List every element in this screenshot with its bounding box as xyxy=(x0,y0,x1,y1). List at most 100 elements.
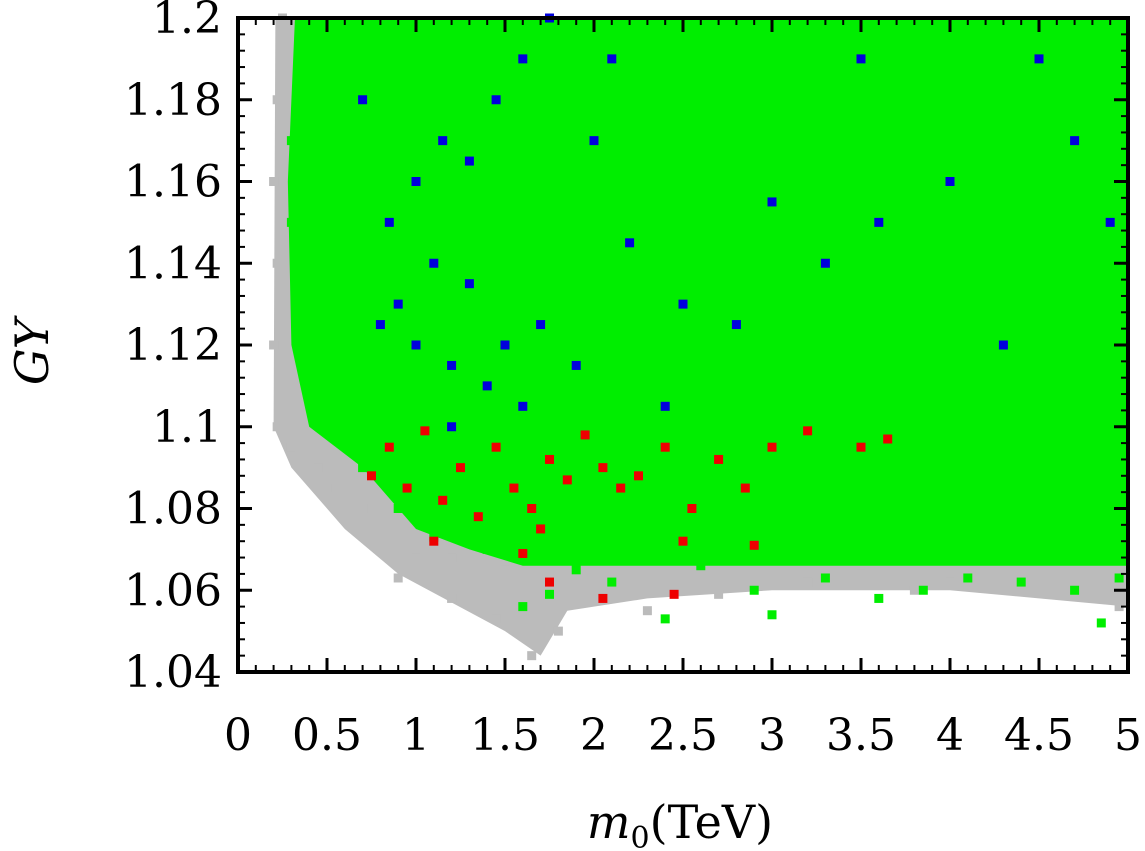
blue-point xyxy=(625,238,635,248)
blue-point xyxy=(411,340,421,350)
y-tick-label: 1.04 xyxy=(124,647,222,698)
x-axis-unit: (TeV) xyxy=(650,795,773,849)
x-tick-label: 2.5 xyxy=(648,710,718,761)
y-axis-title: GY xyxy=(5,314,59,385)
green-point xyxy=(1096,618,1106,628)
y-tick-label: 1.14 xyxy=(124,238,222,289)
red-point xyxy=(660,442,670,452)
blue-point xyxy=(438,136,448,146)
red-point xyxy=(616,483,626,493)
blue-point xyxy=(820,258,830,268)
red-point xyxy=(856,442,866,452)
blue-point xyxy=(375,320,385,330)
green-point xyxy=(518,602,528,612)
red-point xyxy=(509,483,519,493)
green-point xyxy=(767,610,777,620)
blue-point xyxy=(500,340,510,350)
red-point xyxy=(580,430,590,440)
blue-point xyxy=(447,422,457,432)
gray-point xyxy=(803,577,813,587)
green-point xyxy=(696,561,706,571)
blue-point xyxy=(384,217,394,227)
red-point xyxy=(545,577,554,587)
gray-point xyxy=(269,340,279,350)
shaded-regions xyxy=(273,18,1129,656)
green-point xyxy=(322,422,332,432)
blue-point xyxy=(856,54,866,64)
blue-point xyxy=(767,197,777,207)
x-tick-label: 4 xyxy=(936,710,964,761)
green-point xyxy=(820,573,830,583)
red-point xyxy=(678,536,688,546)
red-point xyxy=(714,454,724,464)
gray-point xyxy=(447,593,457,603)
x-tick-label: 2 xyxy=(580,710,608,761)
blue-point xyxy=(464,279,474,289)
blue-point xyxy=(571,360,581,370)
red-point xyxy=(384,442,394,452)
blue-point xyxy=(1070,136,1080,146)
x-tick-label: 1.5 xyxy=(470,710,540,761)
green-point xyxy=(545,589,554,599)
gray-point xyxy=(1114,602,1124,612)
red-point xyxy=(634,471,643,481)
blue-point xyxy=(731,320,741,330)
gray-point xyxy=(272,422,282,432)
blue-point xyxy=(411,177,421,186)
blue-point xyxy=(518,401,528,411)
red-point xyxy=(527,504,537,513)
red-point xyxy=(598,593,608,603)
x-tick-label: 5 xyxy=(1114,710,1142,761)
gray-point xyxy=(589,585,599,595)
blue-point xyxy=(536,320,546,330)
blue-point xyxy=(660,401,670,411)
y-tick-label: 1.08 xyxy=(124,484,222,535)
green-point xyxy=(295,299,305,309)
blue-point xyxy=(1034,54,1044,64)
red-point xyxy=(473,512,483,522)
gray-point xyxy=(553,626,563,636)
green-point xyxy=(874,593,884,603)
red-point xyxy=(545,454,554,464)
green-point xyxy=(1114,573,1124,583)
green-point xyxy=(286,217,296,227)
blue-point xyxy=(393,299,403,309)
green-point xyxy=(1070,585,1080,595)
green-point xyxy=(358,463,368,473)
red-point xyxy=(598,463,608,473)
green-point xyxy=(607,577,617,587)
red-point xyxy=(562,475,572,485)
blue-point xyxy=(464,156,474,166)
green-point xyxy=(1016,577,1026,587)
gray-point xyxy=(527,651,537,661)
red-point xyxy=(536,524,546,534)
x-axis-symbol: m xyxy=(587,795,631,849)
red-point xyxy=(740,483,750,493)
gray-point xyxy=(642,606,652,616)
gray-point xyxy=(856,569,866,579)
blue-point xyxy=(998,340,1008,350)
gray-point xyxy=(272,258,282,268)
gray-point xyxy=(384,524,394,534)
blue-point xyxy=(1105,217,1115,227)
red-point xyxy=(749,540,759,550)
green-point xyxy=(918,585,928,595)
blue-point xyxy=(589,136,599,146)
gray-point xyxy=(269,177,279,186)
blue-point xyxy=(358,95,368,105)
y-tick-label: 1.12 xyxy=(124,320,222,371)
green-point xyxy=(963,573,973,583)
x-tick-label: 0 xyxy=(224,710,252,761)
gray-point xyxy=(945,577,955,587)
blue-point xyxy=(945,177,955,186)
x-tick-label: 3.5 xyxy=(826,710,896,761)
blue-point xyxy=(607,54,617,64)
blue-point xyxy=(447,360,457,370)
red-point xyxy=(669,589,679,599)
gray-point xyxy=(909,585,919,595)
gray-point xyxy=(393,573,403,583)
gray-point xyxy=(491,614,501,624)
green-point xyxy=(749,585,759,595)
x-axis-title: m0(TeV) xyxy=(587,795,773,851)
